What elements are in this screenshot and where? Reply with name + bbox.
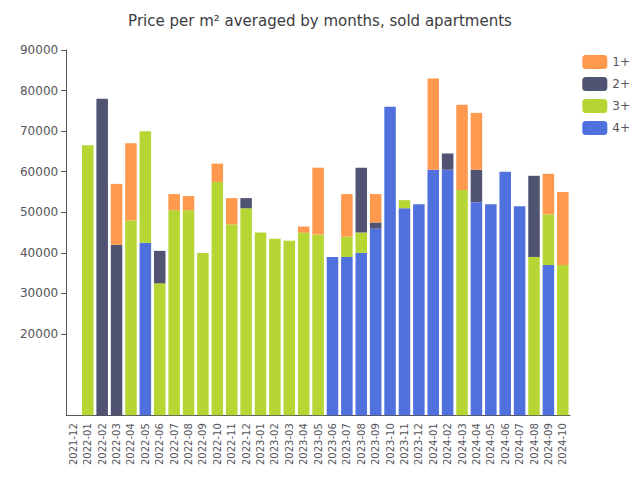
svg-text:2022-03: 2022-03 bbox=[111, 423, 122, 465]
svg-text:60000: 60000 bbox=[20, 165, 58, 179]
svg-text:2022-04: 2022-04 bbox=[125, 423, 136, 465]
svg-text:2023-07: 2023-07 bbox=[341, 423, 352, 465]
svg-text:2023-12: 2023-12 bbox=[413, 423, 424, 465]
svg-text:2024-05: 2024-05 bbox=[485, 423, 496, 465]
svg-text:4+: 4+ bbox=[612, 121, 630, 135]
svg-text:2022-06: 2022-06 bbox=[154, 423, 165, 465]
svg-text:1+: 1+ bbox=[612, 55, 630, 69]
svg-text:2022-02: 2022-02 bbox=[97, 423, 108, 465]
svg-text:2022-10: 2022-10 bbox=[212, 423, 223, 465]
svg-text:Price per m² averaged by month: Price per m² averaged by months, sold ap… bbox=[128, 12, 512, 30]
svg-text:2023-06: 2023-06 bbox=[327, 423, 338, 465]
svg-text:30000: 30000 bbox=[20, 286, 58, 300]
svg-text:2023-11: 2023-11 bbox=[399, 423, 410, 465]
svg-text:2024-09: 2024-09 bbox=[543, 423, 554, 465]
svg-text:2023-03: 2023-03 bbox=[284, 423, 295, 465]
svg-text:2024-04: 2024-04 bbox=[471, 423, 482, 465]
svg-text:2022-01: 2022-01 bbox=[82, 423, 93, 465]
svg-text:2023-09: 2023-09 bbox=[370, 423, 381, 465]
svg-text:3+: 3+ bbox=[612, 99, 630, 113]
svg-text:70000: 70000 bbox=[20, 124, 58, 138]
svg-text:2022-09: 2022-09 bbox=[197, 423, 208, 465]
svg-text:2023-01: 2023-01 bbox=[255, 423, 266, 465]
svg-text:40000: 40000 bbox=[20, 246, 58, 260]
svg-text:90000: 90000 bbox=[20, 43, 58, 57]
svg-text:2+: 2+ bbox=[612, 77, 630, 91]
svg-text:2024-01: 2024-01 bbox=[428, 423, 439, 465]
svg-text:2021-12: 2021-12 bbox=[68, 423, 79, 465]
svg-text:2024-10: 2024-10 bbox=[557, 423, 568, 465]
svg-text:2022-11: 2022-11 bbox=[226, 423, 237, 465]
svg-text:2024-08: 2024-08 bbox=[529, 423, 540, 465]
svg-text:80000: 80000 bbox=[20, 84, 58, 98]
svg-text:50000: 50000 bbox=[20, 205, 58, 219]
svg-text:2022-08: 2022-08 bbox=[183, 423, 194, 465]
svg-text:20000: 20000 bbox=[20, 327, 58, 341]
svg-text:2023-05: 2023-05 bbox=[313, 423, 324, 465]
svg-text:2023-10: 2023-10 bbox=[385, 423, 396, 465]
svg-text:2024-02: 2024-02 bbox=[442, 423, 453, 465]
svg-text:2024-07: 2024-07 bbox=[514, 423, 525, 465]
svg-text:2022-05: 2022-05 bbox=[140, 423, 151, 465]
svg-text:2023-02: 2023-02 bbox=[269, 423, 280, 465]
svg-text:2023-08: 2023-08 bbox=[356, 423, 367, 465]
svg-text:2024-06: 2024-06 bbox=[500, 423, 511, 465]
svg-text:2023-04: 2023-04 bbox=[298, 423, 309, 465]
svg-text:2022-12: 2022-12 bbox=[241, 423, 252, 465]
svg-text:2022-07: 2022-07 bbox=[169, 423, 180, 465]
svg-text:2024-03: 2024-03 bbox=[457, 423, 468, 465]
